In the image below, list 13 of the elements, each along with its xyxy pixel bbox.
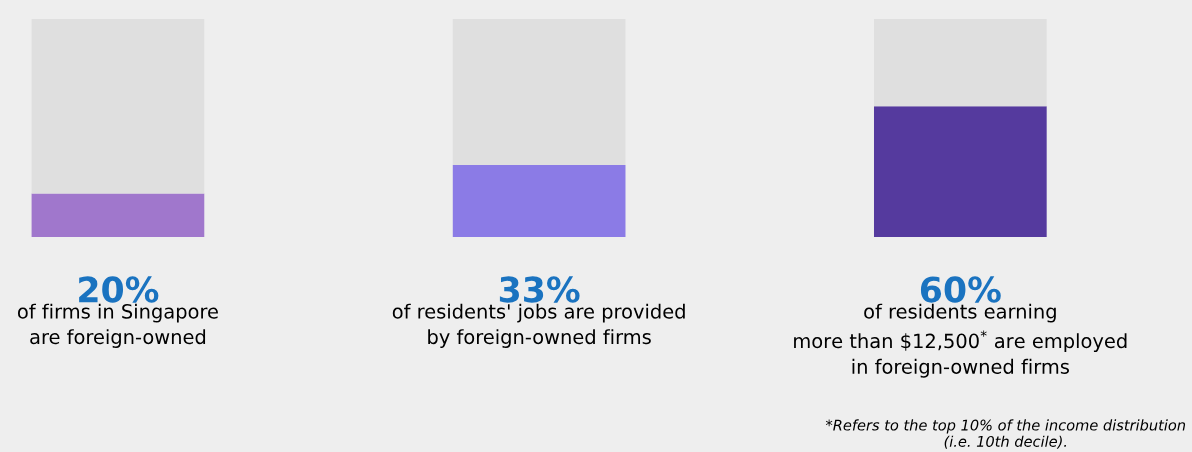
bar [31,19,205,194]
bar [452,165,626,237]
x-tick-label: of residents earning more than $12,500$^{*}$ are employed in foreign-owned firms [794,303,1127,378]
x-tick-label: of residents' jobs are provided by foreign-owned firms [392,303,685,348]
bar [31,193,205,237]
x-tick-label: of firms in Singapore are foreign-owned [17,303,218,348]
data-label: 33% [499,276,580,303]
text: *Refers to the top 10% of the income distribution (i.e. 10th decile). [825,419,1186,449]
bar [873,106,1047,237]
bar [452,19,626,166]
data-label: 20% [79,276,159,303]
data-label: 60% [920,276,1001,303]
bar [873,19,1047,107]
